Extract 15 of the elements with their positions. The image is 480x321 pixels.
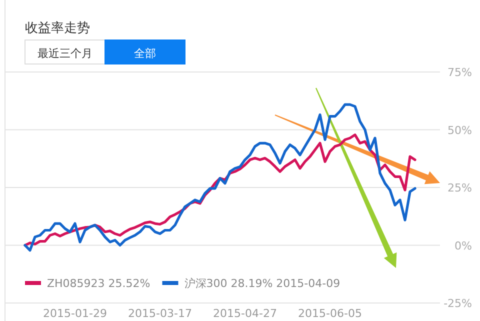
line-series [24,103,416,252]
y-tick-label: -25% [444,297,472,310]
legend-label: ZH085923 25.52% [47,277,150,290]
y-tick-label: 50% [448,124,472,137]
text: 最近三个月 [38,47,92,60]
chart-title: 收益率走势 [25,20,90,36]
x-tick-label: 2015-01-29 [43,307,107,320]
legend-label: 沪深300 28.19% 2015-04-09 [184,277,340,290]
x-tick-label: 2015-06-05 [298,307,362,320]
text: 全部 [134,47,156,60]
y-tick-label: 0% [454,239,472,252]
x-tick-label: 2015-03-17 [128,307,192,320]
y-tick-label: 75% [448,66,472,79]
y-tick-label: 25% [448,182,472,194]
x-tick-label: 2015-04-27 [213,307,277,320]
